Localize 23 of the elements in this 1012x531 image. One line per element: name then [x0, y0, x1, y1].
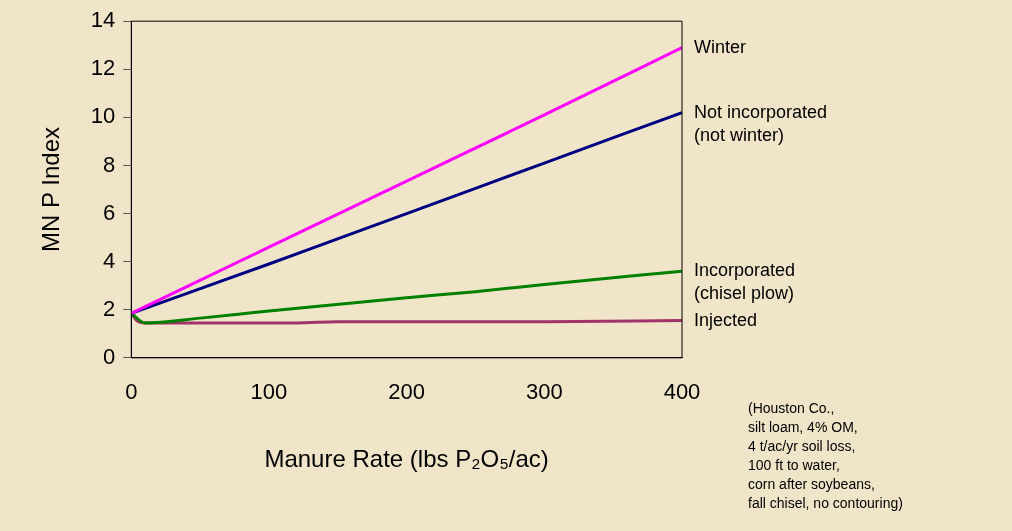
y-tick-label: 4: [103, 247, 116, 273]
x-tick-label: 100: [250, 379, 288, 405]
y-tick-label: 10: [90, 103, 116, 129]
y-tick-label: 8: [103, 151, 116, 177]
x-tick-label: 300: [525, 379, 563, 405]
y-tick-label: 0: [103, 343, 116, 369]
line-series: [131, 46, 682, 315]
y-tick-label: 12: [90, 55, 116, 81]
text: (Houston Co., silt loam, 4% OM, 4 t/ac/yr soil loss, 100 ft to water, corn after soybeans, fall chisel, no contouring): [748, 399, 903, 511]
x-axis-title: Manure Rate (lbs P₂O₅/ac): [264, 445, 549, 473]
y-axis-title: MN P Index: [37, 127, 65, 252]
series-label: Not incorporated (not winter): [694, 101, 828, 145]
series-label: Winter: [694, 36, 747, 57]
y-tick-label: 14: [90, 7, 116, 33]
line-series: [131, 269, 682, 325]
series-label: Incorporated (chisel plow): [694, 260, 796, 304]
x-tick-label: 200: [388, 379, 425, 405]
line-series: [131, 111, 682, 315]
x-tick-label: 0: [125, 379, 138, 405]
x-tick-label: 400: [663, 379, 701, 405]
series-label: Injected: [694, 309, 758, 330]
y-tick-label: 6: [103, 199, 116, 225]
y-tick-label: 2: [103, 295, 116, 321]
